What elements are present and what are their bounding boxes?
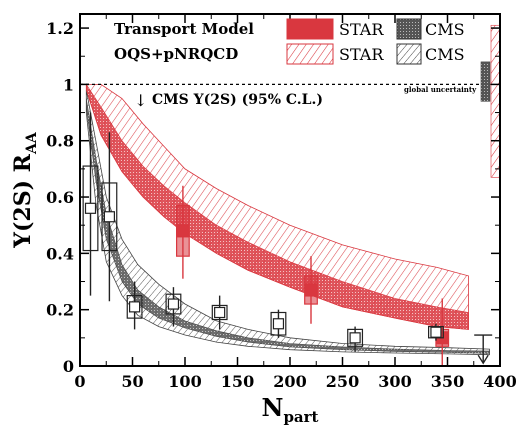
band-cms-solid: [86, 98, 490, 354]
cms-marker: [167, 298, 180, 310]
x-axis-label-sub: part: [283, 408, 318, 426]
y-tick-label: 0: [63, 357, 74, 376]
y-tick-label: 0.4: [46, 244, 74, 263]
x-tick-label: 150: [221, 372, 254, 391]
x-axis-label-main: N: [262, 393, 284, 422]
x-tick-label: 100: [168, 372, 201, 391]
band-star-solid: [86, 83, 469, 330]
x-tick-label: 350: [431, 372, 464, 391]
star-marker: [304, 283, 318, 297]
star-point: [304, 256, 318, 324]
y-tick-label: 1: [63, 75, 74, 94]
cms-syst-box: [82, 165, 99, 252]
cms-syst-box: [270, 311, 287, 336]
cms-syst-box: [428, 325, 444, 339]
y-ticks: 0 0.2 0.4 0.6 0.8 1 1.2: [46, 19, 500, 376]
legend-star-hatched-label: STAR: [339, 45, 384, 64]
model-bands: [85, 83, 490, 356]
cms-point: [428, 323, 444, 341]
cms-syst-box: [101, 182, 118, 252]
cms-point: [101, 132, 118, 302]
model-label-line1: Transport Model: [114, 20, 254, 38]
data-points: [82, 112, 450, 366]
x-tick-label: 200: [273, 372, 306, 391]
legend-star-hatched-swatch: [286, 43, 334, 65]
model-label-line2: OQS+pNRQCD: [114, 45, 238, 63]
x-axis-label: Npart: [262, 393, 319, 426]
upper-limit-legend-label: CMS Υ(2S) (95% C.L.): [152, 92, 323, 108]
cms-marker: [272, 318, 285, 330]
legend-cms-hatched-swatch: [396, 43, 422, 65]
cms-syst-box: [126, 295, 143, 319]
legend-cms-hatched-label: CMS: [425, 45, 465, 64]
legend-star-solid-swatch: [286, 18, 334, 40]
legend-cms-solid-swatch: [396, 18, 422, 40]
y-axis-label-main: Υ(2S) R: [10, 153, 36, 248]
cms-marker: [214, 306, 226, 319]
x-tick-label: 400: [483, 372, 516, 391]
cms-marker: [430, 326, 442, 338]
cms-marker: [84, 202, 97, 214]
cms-point: [270, 309, 287, 338]
x-ticks: 0 50 100 150 200 250 300 350 400: [74, 14, 517, 391]
cms-point: [165, 287, 182, 327]
cms-point: [126, 281, 143, 330]
cms-point: [211, 295, 228, 330]
cms-syst-box: [165, 293, 182, 315]
cms-marker: [103, 211, 116, 223]
global-uncertainty-label: global uncertainty: [404, 85, 477, 94]
cms-syst-box: [211, 304, 228, 321]
upper-limit-arrow-glyph: ↓: [134, 91, 147, 110]
cms-syst-box: [347, 328, 364, 347]
y-axis-label: Υ(2S) RAA: [10, 131, 40, 249]
cms-marker: [349, 332, 361, 344]
y-tick-label: 0.2: [46, 301, 74, 320]
x-tick-label: 0: [74, 372, 85, 391]
x-tick-label: 250: [326, 372, 359, 391]
star-marker: [176, 224, 190, 238]
y-tick-label: 0.6: [46, 188, 74, 207]
global-uncertainty-star: [490, 24, 501, 178]
legend-cms-solid-label: CMS: [425, 20, 465, 39]
y-axis-label-sub: AA: [24, 131, 40, 155]
y-tick-label: 0.8: [46, 132, 74, 151]
legend-star-solid-label: STAR: [339, 20, 384, 39]
global-uncertainty-boxes: [480, 24, 501, 178]
upper-limit-arrowhead: [477, 354, 489, 365]
y-tick-label: 1.2: [46, 19, 74, 38]
cms-marker: [129, 301, 141, 313]
star-point: [176, 185, 190, 279]
x-tick-label: 50: [121, 372, 143, 391]
legend: Transport Model OQS+pNRQCD STAR CMS STAR…: [114, 18, 477, 110]
cms-point: [82, 112, 99, 296]
global-uncertainty-cms: [480, 61, 491, 102]
x-tick-label: 300: [378, 372, 411, 391]
cms-point: [347, 326, 364, 352]
upper-limit-marker: [474, 334, 493, 365]
